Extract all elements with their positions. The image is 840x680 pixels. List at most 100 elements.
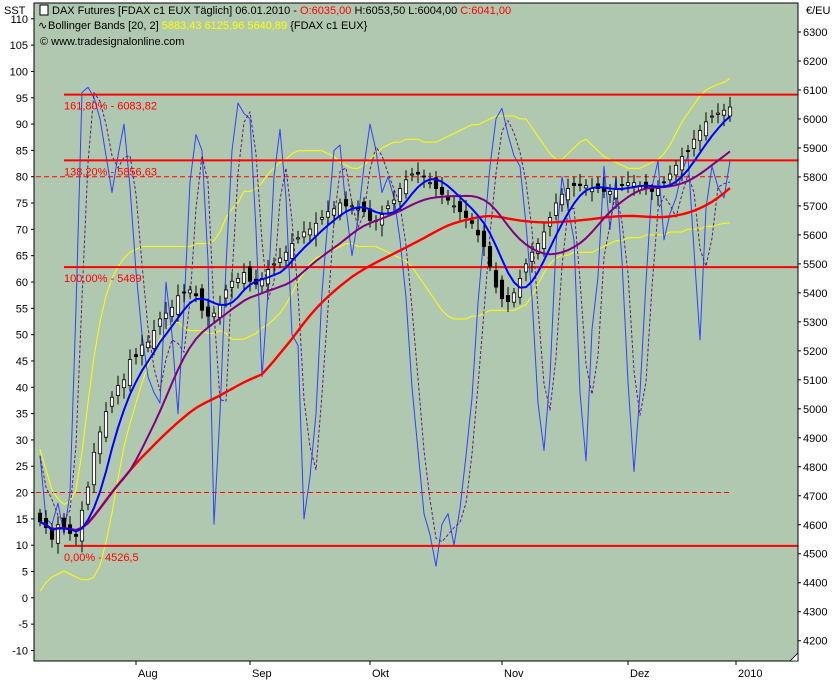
candle-body — [703, 121, 709, 137]
candle-body — [223, 289, 229, 299]
candle-body — [499, 279, 505, 300]
candle-body — [487, 246, 493, 268]
left-axis-label: 30 — [16, 435, 28, 447]
candle-body — [457, 201, 463, 213]
right-axis-label: 4700 — [803, 491, 827, 503]
candle-body — [661, 181, 667, 184]
candle-body — [439, 186, 445, 195]
candle-body — [403, 179, 409, 195]
right-axis-label: 5700 — [803, 201, 827, 213]
left-axis-label: 50 — [16, 330, 28, 342]
candle-body — [535, 243, 541, 254]
candle-body — [307, 228, 313, 236]
candle-body — [229, 280, 235, 288]
candle-body — [709, 115, 715, 118]
candle-body — [679, 156, 685, 171]
candle-body — [625, 182, 631, 186]
candle-body — [475, 229, 481, 236]
left-axis-label: 90 — [16, 119, 28, 131]
copyright-text: © www.tradesignalonline.com — [40, 36, 184, 48]
legend-high-low: H:6053,50 L:6004,00 — [354, 5, 457, 17]
candle-body — [715, 112, 721, 115]
legend-instrument: DAX Futures [FDAX c1 EUX Täglich] 06.01.… — [52, 5, 297, 17]
legend-open: O:6035,00 — [300, 5, 351, 17]
fibonacci-level-label: 0,00% - 4526,5 — [64, 552, 139, 564]
candle-body — [607, 191, 613, 195]
candle-body — [415, 171, 421, 175]
candle-body — [433, 177, 439, 189]
right-axis-label: 5500 — [803, 259, 827, 271]
plot-frame — [33, 2, 799, 662]
right-axis-label: 5900 — [803, 143, 827, 155]
legend-bollinger-name: Bollinger Bands [20, 2] — [48, 20, 159, 32]
left-axis-label: 70 — [16, 224, 28, 236]
candle-body — [115, 385, 121, 396]
left-axis-label: 0 — [22, 593, 28, 605]
plot-content: 161,80% - 6083,82 138,20% - 5856,63 100,00… — [36, 77, 798, 592]
right-axis-label: 4600 — [803, 520, 827, 532]
right-axis-label: 6300 — [803, 27, 827, 39]
candle-body — [49, 527, 55, 540]
candle-body — [103, 411, 109, 438]
candle-body — [529, 251, 535, 262]
candle-body — [355, 208, 361, 211]
candle-body — [511, 292, 517, 303]
candle-body — [181, 291, 187, 294]
fibonacci-level-label: 161,80% - 6083,82 — [64, 101, 157, 113]
candle-body — [691, 138, 697, 149]
legend-bollinger-values: 5883,43 6125,96 5640,89 — [162, 20, 287, 32]
sma-fast-line — [39, 115, 731, 533]
candle-body — [583, 185, 589, 189]
candle-body — [193, 293, 199, 297]
left-axis-title: SST — [4, 5, 26, 17]
left-axis-label: 75 — [16, 198, 28, 210]
candle-body — [295, 237, 301, 240]
candle-body — [163, 312, 169, 319]
candle-body — [157, 318, 163, 327]
x-axis-label: Nov — [504, 668, 524, 680]
left-axis-label: 15 — [16, 514, 28, 526]
candle-body — [409, 173, 415, 176]
left-axis-label: 95 — [16, 93, 28, 105]
candle-body — [247, 266, 253, 282]
candle-body — [565, 188, 571, 201]
left-axis-label: 5 — [22, 567, 28, 579]
candle-body — [559, 193, 565, 206]
candle-body — [463, 210, 469, 218]
right-axis-label: 6200 — [803, 56, 827, 68]
x-axis-label: 2010 — [738, 668, 762, 680]
corner-triangle-icon[interactable] — [789, 652, 799, 662]
sma-slow-line — [39, 187, 731, 532]
header-legend: SST €/EU DAX Futures [FDAX c1 EUX Täglic… — [4, 4, 831, 48]
right-axis-label: 5000 — [803, 404, 827, 416]
left-axis-label: 100 — [10, 66, 28, 78]
scroll-arrow[interactable] — [789, 652, 799, 662]
candle-body — [721, 109, 727, 116]
right-axis-label: 5400 — [803, 288, 827, 300]
candle-body — [451, 205, 457, 208]
right-axis-label: 4200 — [803, 636, 827, 648]
left-axis-label: 110 — [10, 14, 28, 26]
candle-body — [391, 199, 397, 204]
candle-body — [91, 451, 97, 486]
left-axis-label: 35 — [16, 409, 28, 421]
candle-body — [553, 202, 559, 216]
candle-body — [109, 396, 115, 407]
candle-body — [331, 208, 337, 216]
right-axis-label: 5800 — [803, 172, 827, 184]
candle-body — [217, 304, 223, 318]
candle-body — [667, 173, 673, 181]
candle-body — [37, 512, 43, 523]
candle-body — [61, 517, 67, 529]
left-axis-label: 10 — [16, 540, 28, 552]
candle-body — [127, 359, 133, 387]
candle-body — [175, 295, 181, 315]
left-axis-label: 65 — [16, 251, 28, 263]
fibonacci-level-label: 138,20% - 5856,63 — [64, 166, 157, 178]
candle-body — [421, 175, 427, 178]
candle-body — [571, 182, 577, 187]
candle-body — [619, 184, 625, 187]
candle-body — [445, 196, 451, 201]
candle-body — [697, 130, 703, 142]
